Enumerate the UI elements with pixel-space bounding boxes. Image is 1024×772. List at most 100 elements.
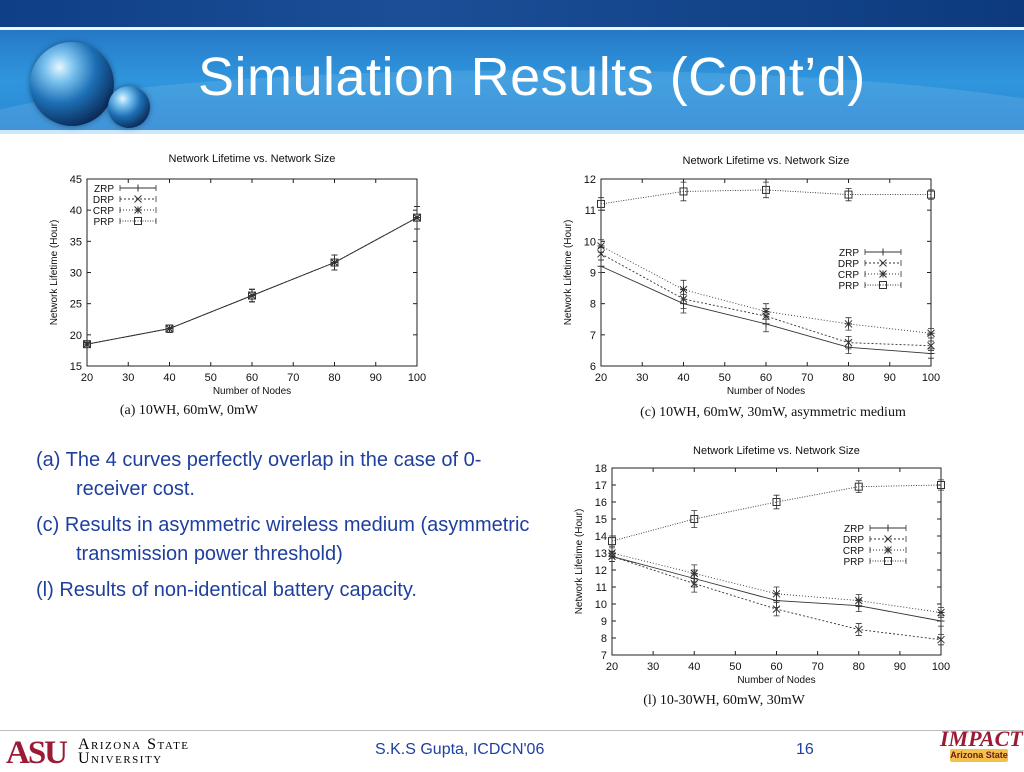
legend-marker xyxy=(134,195,142,203)
impact-logo-word: IMPACT xyxy=(940,726,1023,751)
y-tick-label: 7 xyxy=(601,650,607,662)
series-line xyxy=(86,217,418,345)
data-point xyxy=(772,498,781,506)
slide-header: Simulation Results (Cont’d) xyxy=(0,0,1024,134)
x-tick-label: 20 xyxy=(595,372,607,384)
data-point xyxy=(854,482,863,491)
x-tick-label: 40 xyxy=(163,372,175,384)
legend-marker xyxy=(134,217,142,225)
legend-line-end xyxy=(119,218,157,224)
x-tick-label: 100 xyxy=(932,661,950,673)
series-crp xyxy=(597,239,935,339)
bullet-item: (l) Results of non-identical battery cap… xyxy=(36,579,417,601)
legend-marker xyxy=(879,281,887,289)
y-axis-label: Network Lifetime (Hour) xyxy=(563,220,574,326)
x-tick-label: 80 xyxy=(853,661,865,673)
chart-caption: (c) 10WH, 60mW, 30mW, asymmetric medium xyxy=(640,405,906,420)
chart-panel-l: Network Lifetime vs. Network Size 20 30 40 5… xyxy=(560,436,954,714)
y-tick-label: 7 xyxy=(590,330,596,342)
data-point xyxy=(330,258,339,267)
chart-title: Network Lifetime vs. Network Size xyxy=(693,445,860,457)
series-line xyxy=(611,484,942,542)
series-line xyxy=(600,253,932,347)
y-tick-label: 30 xyxy=(70,268,82,280)
data-point xyxy=(854,625,863,634)
legend-label: DRP xyxy=(843,535,864,546)
legend-marker xyxy=(134,184,142,192)
y-tick-label: 20 xyxy=(70,330,82,342)
series-drp xyxy=(83,206,421,349)
error-bar xyxy=(84,341,90,347)
small-globe-icon xyxy=(108,86,150,128)
data-point xyxy=(762,307,770,316)
y-tick-label: 8 xyxy=(590,299,596,311)
y-tick-label: 16 xyxy=(595,497,607,509)
legend-label: PRP xyxy=(843,557,864,568)
data-point xyxy=(597,249,605,258)
legend-label: DRP xyxy=(838,259,859,270)
x-tick-label: 90 xyxy=(370,372,382,384)
series-prp xyxy=(608,479,945,547)
x-tick-label: 100 xyxy=(922,372,940,384)
header-top-band xyxy=(0,0,1024,28)
university-name: Arizona State University xyxy=(78,737,190,767)
legend-line-end xyxy=(864,271,902,277)
series-crp xyxy=(608,547,945,618)
y-axis-label: Network Lifetime (Hour) xyxy=(574,509,585,615)
y-tick-label: 14 xyxy=(595,531,607,543)
x-tick-label: 70 xyxy=(812,661,824,673)
error-bar xyxy=(691,510,698,528)
y-tick-label: 18 xyxy=(595,463,607,475)
y-tick-label: 12 xyxy=(584,174,596,186)
series-zrp xyxy=(83,206,421,348)
slide-title: Simulation Results (Cont’d) xyxy=(198,47,866,107)
legend-marker xyxy=(884,524,892,532)
x-tick-label: 40 xyxy=(688,661,700,673)
chart-a: Network Lifetime vs. Network Size 20 30 40 5… xyxy=(49,153,426,418)
y-tick-label: 11 xyxy=(596,582,607,594)
series-line xyxy=(86,217,418,345)
chart-l: Network Lifetime vs. Network Size 20 30 40 5… xyxy=(574,445,950,708)
error-bar xyxy=(845,187,852,202)
y-tick-label: 9 xyxy=(601,616,607,628)
legend-marker xyxy=(884,535,892,543)
error-bar xyxy=(763,181,769,199)
data-point xyxy=(165,324,174,333)
data-point xyxy=(854,596,863,605)
legend-label: CRP xyxy=(843,546,864,557)
bullet-list: (a) The 4 curves perfectly overlap in th… xyxy=(36,446,536,612)
y-tick-label: 10 xyxy=(584,236,596,248)
x-tick-label: 60 xyxy=(246,372,258,384)
series-line xyxy=(86,217,418,345)
x-tick-label: 70 xyxy=(287,372,299,384)
data-point xyxy=(937,635,945,644)
legend-marker xyxy=(879,259,887,267)
legend-marker xyxy=(879,248,887,256)
x-tick-label: 100 xyxy=(408,372,426,384)
y-tick-label: 8 xyxy=(601,633,607,645)
x-tick-label: 80 xyxy=(328,372,340,384)
legend-label: PRP xyxy=(838,281,859,292)
series-line xyxy=(86,217,418,345)
x-axis-label: Number of Nodes xyxy=(737,675,815,686)
legend-line-end xyxy=(864,260,902,266)
x-tick-label: 50 xyxy=(729,661,741,673)
y-tick-label: 25 xyxy=(70,299,82,311)
legend-line-end xyxy=(119,185,157,191)
legend-line-end xyxy=(864,282,902,288)
legend-label: ZRP xyxy=(844,524,864,535)
error-bar xyxy=(249,288,255,303)
y-tick-label: 9 xyxy=(590,268,596,280)
legend-line-end xyxy=(869,558,907,564)
x-tick-label: 60 xyxy=(770,661,782,673)
y-tick-label: 6 xyxy=(590,361,596,373)
legend-marker xyxy=(884,557,892,565)
data-point xyxy=(927,329,935,338)
legend-label: DRP xyxy=(93,195,114,206)
data-point xyxy=(937,481,945,489)
footer-author: S.K.S Gupta, ICDCN'06 xyxy=(375,741,545,758)
x-tick-label: 20 xyxy=(606,661,618,673)
